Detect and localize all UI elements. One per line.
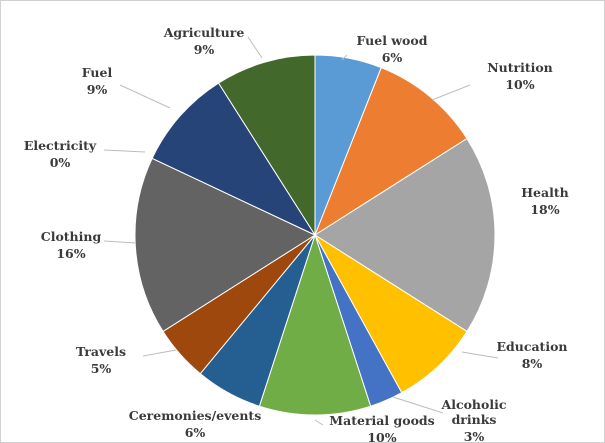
leader-line-alcoholic-drinks [392,396,444,414]
leader-lines [103,36,499,426]
data-label-alcoholic-drinks: Alcoholic drinks 3% [441,397,507,443]
leader-line-agriculture [247,36,263,59]
data-label-fuel: Fuel 9% [82,65,113,97]
data-label-electricity: Electricity 0% [24,138,97,170]
data-label-ceremonies-events: Ceremonies/events 6% [129,408,261,440]
leader-line-clothing [103,240,137,244]
data-label-nutrition: Nutrition 10% [487,60,553,92]
data-labels: Fuel wood 6% Nutrition 10% Health 18% Educatio… [24,25,569,443]
pie-slice-education [314,234,468,394]
pie-slice-agriculture [217,54,316,237]
pie-slice-material-goods [258,233,372,416]
leader-line-material-goods [314,419,324,426]
pie-slice-fuel [151,82,317,237]
pie-slice-clothing [134,157,317,333]
leader-line-nutrition [431,84,471,101]
data-label-education: Education 8% [496,339,567,371]
leader-line-fuel-wood [341,54,348,61]
pie-slice-nutrition [313,66,468,237]
leader-line-travels [142,349,177,357]
data-label-material-goods: Material goods 10% [329,413,434,443]
leader-line-electricity [103,149,146,153]
data-label-travels: Travels 5% [76,344,126,376]
pie-slices [134,54,496,416]
data-label-agriculture: Agriculture 9% [163,25,245,57]
leader-line-education [461,351,499,359]
data-label-fuel-wood: Fuel wood 6% [357,33,428,65]
pie-slice-health [314,137,496,333]
leader-line-fuel [119,84,171,109]
data-label-health: Health 18% [521,185,568,217]
data-label-clothing: Clothing 16% [41,229,102,261]
